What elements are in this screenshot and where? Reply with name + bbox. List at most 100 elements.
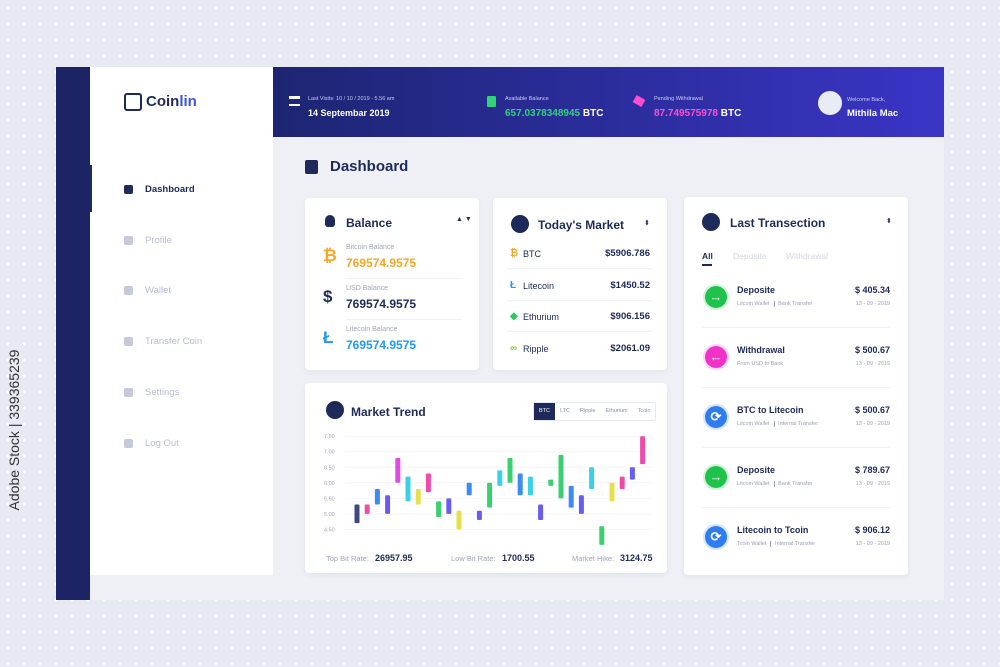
y-tick-label: 6.00 [324,481,335,487]
trend-card: Market Trend BTC LTC Ripple Ethurium Tcoin 4.5… [305,383,667,573]
tx-date: 13 - 09 - 2019 [855,361,890,367]
trend-tab[interactable]: LTC [560,408,570,414]
available: 657.0378348945 BTC [505,108,603,119]
tx-amount: $ 789.67 [854,465,890,475]
tx-amount: $ 906.12 [854,525,890,535]
card-icon [702,213,720,231]
avatar[interactable] [818,91,842,115]
tab-group: BTC LTC Ripple Ethurium Tcoin [533,402,657,421]
coin-name: Litecoin [523,280,555,291]
candle [415,489,421,505]
divider [507,299,653,301]
tx-title: Deposite [737,285,776,295]
divider [702,387,890,388]
y-tick-label: 5.00 [324,512,335,518]
bank-icon [289,96,300,106]
header-bar [273,67,944,137]
y-tick-label: 6.50 [324,465,335,471]
candle [385,495,391,514]
trend-tab[interactable]: BTC [534,403,555,420]
candle [548,479,554,486]
tx-date: 13 - 09 - 2019 [855,481,890,487]
tx-details: Tcoin Wallet Internal Transfer [737,541,815,547]
candle [578,495,584,514]
coin-price: $906.156 [610,311,650,322]
menu-item[interactable]: Settings [145,386,180,398]
menu-item[interactable]: Wallet [145,285,172,297]
trend-tab[interactable]: Ethurium [605,408,628,414]
last-visit-date: 14 Septembar 2019 [308,108,390,118]
menu-item[interactable]: Dashboard [145,184,195,195]
candle [436,501,442,517]
logo-end: lin [179,93,197,110]
tx-title: Deposite [737,465,776,475]
tx-title: BTC to Litecoin [737,405,804,415]
menu-icon [124,438,133,448]
divider [346,319,462,320]
candle [374,489,380,505]
tx-title: Litecoin to Tcoin [737,525,809,535]
coin-icon: ∞ [510,342,518,354]
coin-name: BTC [523,249,541,259]
candle [568,485,574,508]
balance-value: 769574.9575 [346,297,417,311]
tx-title: Withdrawal [737,345,785,355]
candle [425,473,431,493]
stat-value: 3124.75 [620,553,653,563]
coin-icon: ₿ [510,248,519,259]
stat-label: Top Bit Rate: [326,554,369,563]
candle [517,473,523,496]
sort-icon: ⬍ [644,220,650,227]
candle [538,504,544,521]
menu-item[interactable]: Profile [145,234,172,246]
candle [476,510,482,521]
menu-icon [124,337,133,347]
candle [599,526,605,545]
coin-icon: ◆ [510,311,518,322]
sort-icon: ⬍ [886,218,892,225]
tx-amount: $ 500.67 [854,405,890,415]
card-icon [326,401,344,419]
welcome-label: Welcome Back, [847,97,886,103]
y-tick-label: 4.50 [324,527,335,533]
tx-details: Litcoin Wallet Bank Transfer [737,301,812,307]
candle [619,476,625,489]
trend-tab[interactable]: Tcoin [637,408,651,414]
tx-detail: Tcoin Wallet [737,541,767,547]
divider [346,278,462,279]
dashboard-icon [305,160,318,174]
menu-icon [124,185,133,194]
coin-price: $5906.786 [605,248,650,259]
menu-item[interactable]: Log Out [145,437,179,449]
tx-tab[interactable]: Deposite [733,251,767,261]
tx-tab[interactable]: All [702,251,713,261]
last-visit-label: Last Visits: 10 / 10 / 2019 - 5.56 am [308,96,395,102]
coin-icon: Ł [323,328,334,347]
candle [629,467,635,480]
menu-item[interactable]: Transfer Coin [145,336,203,348]
candle [354,504,360,524]
y-tick-label: 5.50 [324,496,335,502]
stat-value: 1700.55 [502,553,535,563]
sidebar: Dashboard Profile Wallet Transfer Coin Setti… [89,67,273,575]
separator [773,481,775,487]
coin-name: Ethurium [523,312,560,322]
coin-icon: Ł [510,279,517,291]
divider [702,507,890,508]
trend-tab[interactable]: Ripple [579,408,596,414]
tx-detail: From USD to Bank [737,361,784,367]
card-title: Last Transection [730,216,826,230]
tx-amount: $ 500.67 [854,345,890,355]
balance-label: Bitcoin Balance [346,244,395,251]
card-title: Market Trend [351,405,426,419]
candle [558,454,564,499]
tx-details: Litcoin Wallet Internal Transfer [737,421,818,427]
coin-icon: ₿ [323,246,337,265]
user-name: Mithila Mac [847,108,899,119]
separator [773,421,775,427]
tx-detail: Internal Transfer [778,421,819,427]
tx-tab[interactable]: Withdrawal [786,251,829,261]
card-icon [511,215,529,233]
tx-detail: Litcoin Wallet [737,421,770,427]
trend-chart: 4.50 5.00 5.50 6.00 6.50 7.00 7.50 [324,434,652,545]
